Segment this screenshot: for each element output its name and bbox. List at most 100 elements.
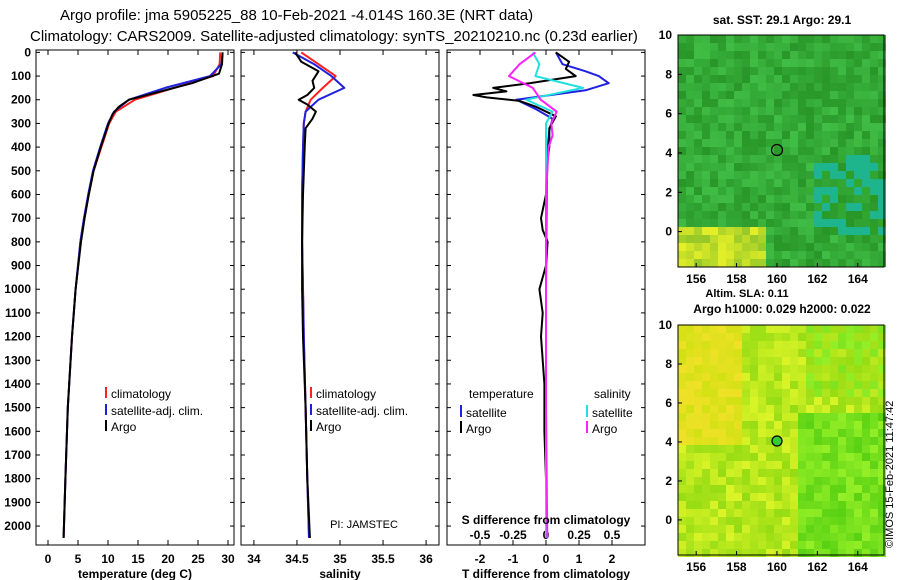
map-cell: [798, 469, 806, 477]
map-cell: [694, 365, 702, 373]
map-cell: [870, 99, 878, 107]
map-cell: [758, 83, 766, 91]
map-cell: [758, 139, 766, 147]
map-cell: [726, 381, 734, 389]
map-cell: [718, 35, 726, 43]
map-cell: [822, 243, 830, 251]
map-cell: [686, 477, 694, 485]
map-cell: [718, 333, 726, 341]
map-cell: [686, 461, 694, 469]
map-cell: [790, 131, 798, 139]
map-cell: [814, 243, 822, 251]
map-cell: [774, 493, 782, 501]
map-cell: [678, 219, 686, 227]
map-cell: [846, 445, 854, 453]
map-cell: [750, 227, 758, 235]
map-cell: [694, 325, 702, 333]
map-cell: [702, 437, 710, 445]
map-cell: [870, 219, 878, 227]
map-cell: [726, 541, 734, 549]
map-cell: [814, 445, 822, 453]
map-cell: [686, 259, 694, 267]
salinity-panel: 34 34.5 35 35.5 36climatologysatellite-adj. …: [240, 49, 440, 580]
map-cell: [838, 179, 846, 187]
map-cell: [862, 259, 870, 267]
map-cell: [726, 251, 734, 259]
map-cell: [782, 235, 790, 243]
depth-tick-label: 700: [11, 211, 31, 225]
map-cell: [750, 453, 758, 461]
map-cell: [694, 541, 702, 549]
map-cell: [726, 179, 734, 187]
map-cell: [822, 341, 830, 349]
map-cell: [766, 115, 774, 123]
map-cell: [726, 333, 734, 341]
map-cell: [726, 501, 734, 509]
map-y-tick-label: 0: [665, 225, 672, 239]
map-cell: [790, 107, 798, 115]
map-cell: [718, 43, 726, 51]
map-cell: [790, 99, 798, 107]
map-cell: [734, 397, 742, 405]
map-cell: [750, 461, 758, 469]
map-cell: [694, 405, 702, 413]
map-cell: [758, 549, 766, 557]
map-cell: [846, 107, 854, 115]
map-cell: [790, 493, 798, 501]
map-cell: [686, 75, 694, 83]
map-cell: [862, 517, 870, 525]
map-cell: [862, 541, 870, 549]
map-cell: [766, 259, 774, 267]
map-cell: [830, 235, 838, 243]
map-cell: [830, 123, 838, 131]
map-cell: [766, 99, 774, 107]
map-cell: [830, 227, 838, 235]
map-cell: [710, 501, 718, 509]
map-cell: [702, 325, 710, 333]
map-cell: [878, 211, 886, 219]
map-cell: [718, 365, 726, 373]
map-cell: [782, 413, 790, 421]
legend-title-salinity: salinity: [594, 387, 631, 401]
map-cell: [806, 533, 814, 541]
map-cell: [846, 517, 854, 525]
map-cell: [790, 389, 798, 397]
map-cell: [678, 437, 686, 445]
map-cell: [870, 541, 878, 549]
map-cell: [854, 517, 862, 525]
map-cell: [766, 421, 774, 429]
map-cell: [718, 413, 726, 421]
map-cell: [846, 525, 854, 533]
map-y-tick-label: 2: [665, 185, 672, 199]
map-cell: [734, 107, 742, 115]
map-cell: [686, 357, 694, 365]
map-cell: [742, 533, 750, 541]
map-cell: [782, 469, 790, 477]
map-cell: [726, 469, 734, 477]
map-cell: [718, 251, 726, 259]
map-cell: [798, 541, 806, 549]
map-cell: [830, 445, 838, 453]
map-cell: [758, 341, 766, 349]
x-tick-label: 10: [101, 552, 115, 566]
map-cell: [806, 139, 814, 147]
map-cell: [742, 83, 750, 91]
map-cell: [790, 235, 798, 243]
map-cell: [718, 59, 726, 67]
map-cell: [742, 453, 750, 461]
map-cell: [694, 203, 702, 211]
depth-tick-label: 1100: [5, 306, 31, 320]
map-cell: [742, 155, 750, 163]
map-cell: [838, 219, 846, 227]
map-cell: [758, 147, 766, 155]
map-cell: [814, 501, 822, 509]
map-cell: [750, 235, 758, 243]
map-cell: [750, 477, 758, 485]
map-cell: [782, 243, 790, 251]
depth-tick-label: 800: [11, 235, 31, 249]
map-cell: [878, 325, 886, 333]
map-cell: [758, 67, 766, 75]
map-cell: [726, 525, 734, 533]
map-cell: [694, 59, 702, 67]
map-cell: [830, 195, 838, 203]
